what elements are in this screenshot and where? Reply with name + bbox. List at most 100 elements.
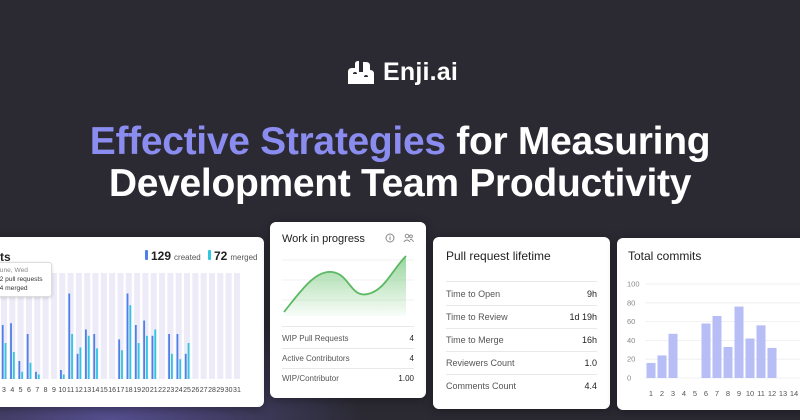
wip-row-per-contributor: WIP/Contributor 1.00 (282, 374, 414, 383)
bar-created (126, 293, 129, 379)
x-tick-label: 6 (27, 387, 31, 394)
legend-created-swatch (145, 250, 148, 260)
y-tick-label: 0 (627, 374, 631, 383)
enji-logo-icon (348, 60, 374, 84)
bar-created (10, 323, 12, 379)
x-tick-label: 21 (150, 387, 158, 394)
day-column-bg (225, 273, 232, 379)
pull-request-lifetime-card: Pull request lifetime Time to Open 9h Tim… (433, 237, 610, 409)
pr-card-title: ts (0, 250, 11, 264)
headline-accent: Effective Strategies (89, 120, 446, 163)
x-tick-label: 11 (757, 389, 765, 398)
x-tick-label: 1 (649, 389, 653, 398)
y-tick-label: 100 (627, 280, 640, 289)
x-tick-label: 6 (704, 389, 708, 398)
x-tick-label: 4 (10, 387, 14, 394)
x-tick-label: 20 (142, 387, 150, 394)
day-column-bg (159, 273, 166, 379)
day-column-bg (209, 273, 215, 379)
chart-tooltip: 3 June, Wed 62 pull requests 44 merged (0, 262, 52, 297)
bar-merged (171, 353, 173, 379)
legend-merged: 72 merged (208, 249, 257, 263)
x-tick-label: 8 (726, 389, 730, 398)
x-tick-label: 27 (200, 387, 208, 394)
bar-created (60, 370, 62, 379)
day-column-bg (200, 273, 207, 379)
info-icon[interactable] (385, 233, 395, 243)
x-tick-label: 12 (75, 387, 83, 394)
day-column-bg (217, 273, 224, 379)
x-tick-label: 16 (108, 387, 116, 394)
wip-row-pull-requests: WIP Pull Requests 4 (282, 334, 414, 343)
x-tick-label: 28 (208, 387, 216, 394)
day-column-bg (59, 273, 66, 379)
day-column-bg (42, 273, 49, 379)
commit-bar (767, 347, 777, 378)
bar-merged (96, 348, 98, 379)
tooltip-pull-requests: 62 pull requests (0, 276, 43, 283)
x-tick-label: 17 (117, 387, 125, 394)
work-in-progress-card: Work in progress WIP Pull Requests 4 Acti… (270, 222, 426, 398)
bar-created (151, 335, 154, 379)
headline-line2: Development Team Productivity (108, 162, 692, 205)
lifetime-row-merge: Time to Merge 16h (446, 335, 597, 345)
bar-created (93, 334, 96, 379)
created-count: 129 (151, 249, 172, 263)
lifetime-row-open: Time to Open 9h (446, 289, 597, 299)
day-column-bg (134, 273, 141, 379)
x-tick-label: 25 (183, 387, 191, 394)
x-tick-label: 24 (175, 387, 183, 394)
wip-area-chart (282, 255, 414, 316)
day-column-bg (50, 273, 57, 379)
x-tick-label: 12 (768, 389, 776, 398)
bar-created (143, 320, 146, 379)
day-column-bg (25, 273, 32, 379)
brand-name: Enji.ai (383, 58, 459, 86)
day-column-bg (34, 273, 41, 379)
bar-merged (62, 374, 65, 379)
day-column-bg (92, 273, 99, 379)
bar-merged (87, 335, 90, 379)
x-tick-label: 19 (133, 387, 141, 394)
bar-created (18, 361, 21, 379)
lifetime-row-comments: Comments Count 4.4 (446, 381, 597, 391)
y-tick-label: 20 (627, 355, 635, 364)
bar-created (85, 329, 87, 379)
bar-merged (187, 343, 190, 379)
legend-created: 129 created (145, 249, 201, 263)
bar-merged (12, 352, 15, 379)
bar-created (76, 353, 79, 379)
bar-merged (71, 334, 73, 379)
day-column-bg (67, 273, 74, 379)
bar-created (35, 371, 37, 379)
commit-bar (734, 306, 744, 378)
bar-merged (137, 343, 140, 379)
bar-merged (121, 350, 123, 379)
commit-bar (646, 362, 656, 378)
day-column-bg (84, 273, 91, 379)
bar-created (118, 339, 121, 379)
x-tick-label: 26 (191, 387, 199, 394)
people-icon[interactable] (403, 233, 414, 243)
merged-label: merged (230, 253, 258, 262)
commit-bar (723, 346, 733, 378)
created-label: created (174, 253, 201, 262)
day-column-bg (142, 273, 149, 379)
lifetime-row-reviewers: Reviewers Count 1.0 (446, 358, 597, 368)
x-tick-label: 14 (92, 387, 100, 394)
day-column-bg (150, 273, 157, 379)
x-tick-label: 13 (83, 387, 91, 394)
bar-created (184, 353, 187, 379)
x-tick-label: 7 (715, 389, 719, 398)
day-column-bg (9, 273, 16, 379)
bar-created (176, 334, 179, 379)
bar-merged (179, 359, 182, 379)
x-tick-label: 11 (67, 387, 74, 394)
x-tick-label: 22 (158, 387, 166, 394)
bar-merged (154, 329, 157, 379)
x-tick-label: 15 (100, 387, 108, 394)
day-column-bg (167, 273, 174, 379)
x-tick-label: 5 (19, 387, 23, 394)
x-tick-label: 4 (682, 389, 686, 398)
day-column-bg (100, 273, 107, 379)
